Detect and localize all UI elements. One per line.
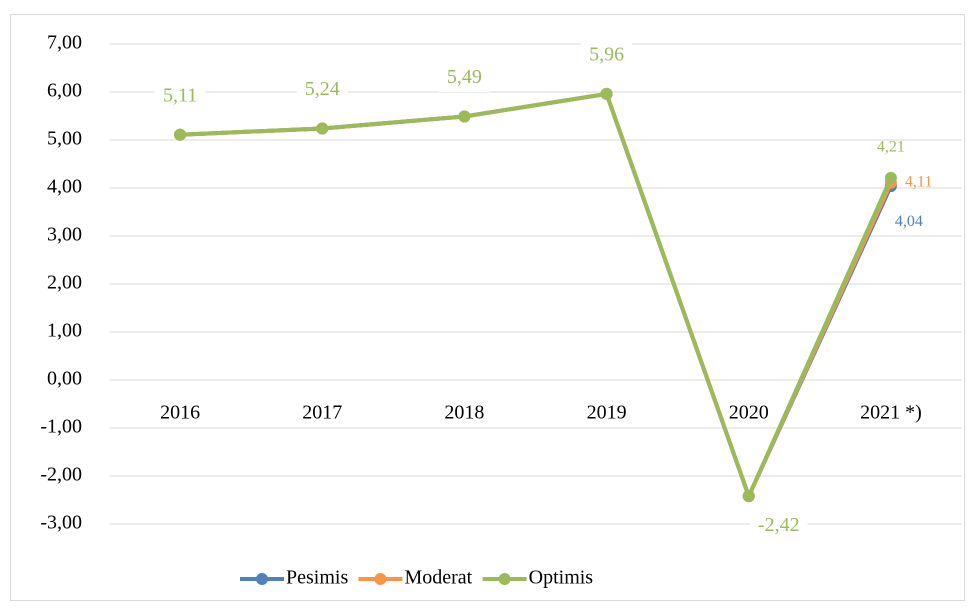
y-tick-label: 0,00: [47, 368, 82, 390]
legend-label: Optimis: [529, 567, 594, 589]
data-label: 4,11: [905, 173, 932, 190]
y-tick-label: 6,00: [47, 80, 82, 102]
data-label-bg: [581, 39, 633, 70]
data-label: 5,96: [589, 44, 624, 66]
y-tick-label: 4,00: [47, 176, 82, 198]
data-label: 5,49: [447, 66, 482, 88]
y-tick-label: -3,00: [40, 512, 82, 534]
x-tick-label: 2020: [729, 402, 769, 424]
y-tick-label: 5,00: [47, 128, 82, 150]
legend-label: Pesimis: [286, 567, 348, 589]
x-tick-label: 2017: [302, 402, 342, 424]
legend-marker: [374, 573, 387, 585]
x-tick-label: 2018: [444, 402, 484, 424]
legend-marker: [256, 573, 268, 585]
point: [742, 490, 755, 503]
legend-marker: [498, 573, 511, 585]
data-label: 4,04: [895, 213, 923, 230]
data-label: 5,11: [163, 84, 197, 106]
point: [174, 128, 187, 141]
data-label: -2,42: [758, 514, 800, 536]
series-line: [179, 91, 893, 499]
y-tick-label: 7,00: [47, 32, 82, 54]
y-tick-label: 3,00: [47, 224, 82, 246]
legend-label: Moderat: [404, 567, 472, 589]
x-tick-label: 2016: [160, 402, 200, 424]
data-label: 4,21: [877, 139, 905, 156]
point: [316, 122, 329, 135]
x-tick-label: 2021 *): [860, 402, 922, 424]
chart-border: [10, 14, 965, 601]
y-tick-label: 2,00: [47, 272, 82, 294]
data-label: 5,24: [305, 78, 340, 100]
y-tick-label: -1,00: [40, 416, 82, 438]
data-label-bg: [438, 62, 490, 93]
point: [600, 87, 613, 100]
point: [458, 110, 471, 123]
y-tick-label: 1,00: [47, 320, 82, 342]
data-label-bg: [749, 509, 808, 540]
x-tick-label: 2019: [587, 402, 627, 424]
y-tick-label: -2,00: [40, 464, 82, 486]
data-label-bg: [154, 80, 206, 111]
data-label-bg: [296, 74, 348, 105]
point: [884, 171, 897, 184]
